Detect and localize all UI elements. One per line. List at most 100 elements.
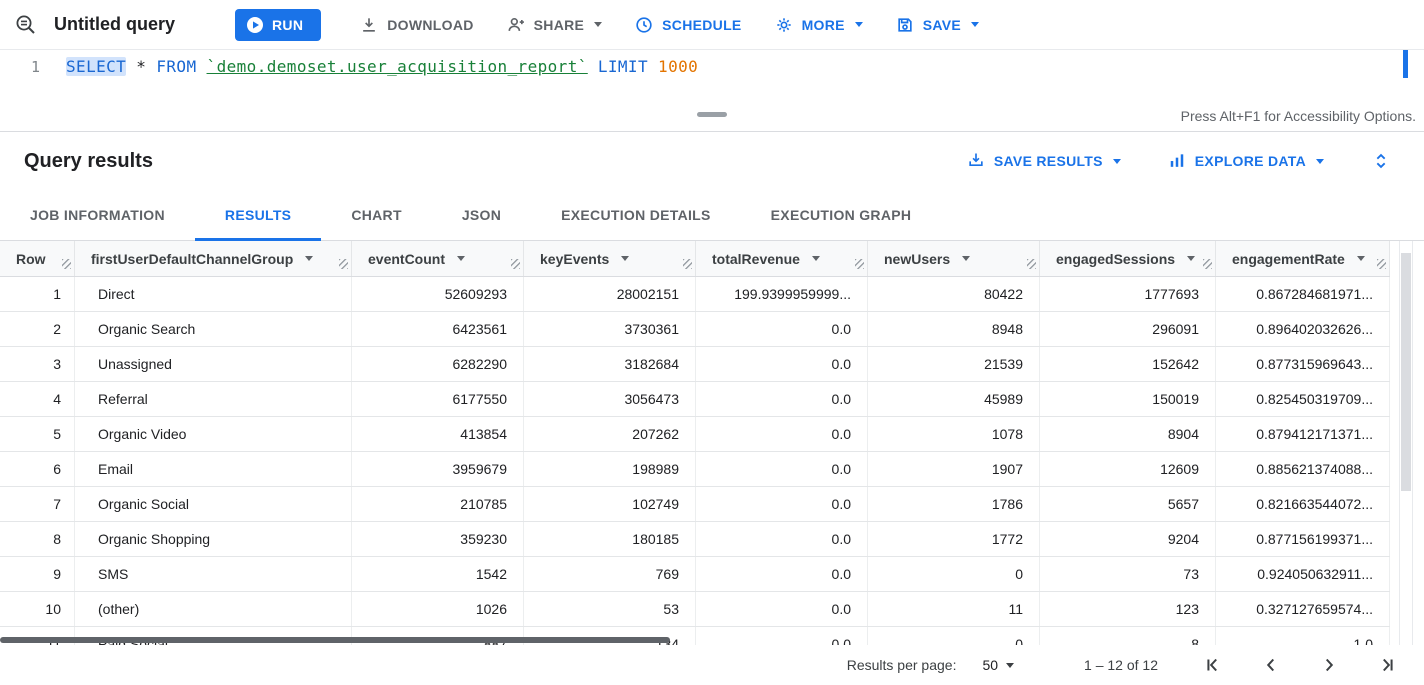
editor-scrollbar[interactable]: [1403, 50, 1408, 78]
save-alt-icon: [966, 151, 986, 171]
table-cell: 413854: [352, 417, 524, 451]
save-results-label: SAVE RESULTS: [993, 153, 1103, 169]
run-button[interactable]: RUN: [235, 8, 322, 41]
save-button[interactable]: SAVE: [887, 9, 987, 41]
sql-keyword-select: SELECT: [66, 57, 127, 76]
table-row: 9 SMS 1542 769 0.0 0 73 0.924050632911...: [0, 557, 1390, 592]
sql-code-line[interactable]: SELECT * FROM `demo.demoset.user_acquisi…: [52, 50, 698, 100]
table-cell: 1542: [352, 557, 524, 591]
table-row: 1 Direct 52609293 28002151 199.9399959999...…: [0, 277, 1390, 312]
chevron-down-icon: [1316, 158, 1324, 164]
vertical-scrollbar[interactable]: [1399, 241, 1413, 645]
share-button[interactable]: SHARE: [498, 9, 611, 41]
table-cell: 0.821663544072...: [1216, 487, 1390, 521]
tab-results[interactable]: RESULTS: [194, 190, 322, 241]
chevron-down-icon: [594, 22, 603, 27]
table-cell: 1907: [868, 452, 1040, 486]
table-cell: 8904: [1040, 417, 1216, 451]
run-label: RUN: [272, 16, 304, 33]
column-menu-icon[interactable]: [1356, 256, 1365, 261]
results-tabs: JOB INFORMATION RESULTS CHART JSON EXECU…: [0, 190, 1424, 241]
table-cell: 21539: [868, 347, 1040, 381]
table-cell: 11: [868, 592, 1040, 626]
table-cell: 28002151: [524, 277, 696, 311]
explore-data-button[interactable]: EXPLORE DATA: [1163, 145, 1328, 177]
panel-resize-handle[interactable]: [697, 112, 727, 117]
tab-job-information[interactable]: JOB INFORMATION: [30, 207, 165, 223]
download-icon: [359, 15, 379, 35]
save-results-button[interactable]: SAVE RESULTS: [962, 145, 1125, 177]
sql-table-reference[interactable]: `demo.demoset.user_acquisition_report`: [206, 57, 588, 76]
sql-star: *: [136, 57, 147, 76]
table-cell: 198989: [524, 452, 696, 486]
vertical-scrollbar-thumb[interactable]: [1401, 253, 1411, 491]
column-header-newUsers[interactable]: newUsers: [868, 241, 1040, 276]
table-cell: 9204: [1040, 522, 1216, 556]
column-header-engagementRate[interactable]: engagementRate: [1216, 241, 1390, 276]
table-cell: 0.877315969643...: [1216, 347, 1390, 381]
table-cell: Organic Social: [75, 487, 352, 521]
table-cell: 0.825450319709...: [1216, 382, 1390, 416]
column-header-row[interactable]: Row: [0, 241, 75, 276]
column-menu-icon[interactable]: [457, 256, 465, 261]
tab-execution-details[interactable]: EXECUTION DETAILS: [561, 207, 711, 223]
tab-execution-graph[interactable]: EXECUTION GRAPH: [770, 207, 912, 223]
table-row: 7 Organic Social 210785 102749 0.0 1786 5657 0.…: [0, 487, 1390, 522]
column-menu-icon[interactable]: [305, 256, 314, 261]
person-add-icon: [506, 15, 526, 35]
expand-results-button[interactable]: [1366, 146, 1396, 176]
sql-editor[interactable]: 1 SELECT * FROM `demo.demoset.user_acqui…: [0, 50, 1424, 100]
table-cell: (other): [75, 592, 352, 626]
page-size-select[interactable]: 50: [982, 657, 1015, 673]
last-page-button[interactable]: [1374, 652, 1400, 678]
table-cell: 0: [868, 627, 1040, 645]
next-page-button[interactable]: [1316, 652, 1342, 678]
table-cell: Organic Shopping: [75, 522, 352, 556]
table-row: 6 Email 3959679 198989 0.0 1907 12609 0.8856213…: [0, 452, 1390, 487]
more-button[interactable]: MORE: [766, 9, 871, 41]
column-header-eventCount[interactable]: eventCount: [352, 241, 524, 276]
table-cell: 210785: [352, 487, 524, 521]
tab-chart[interactable]: CHART: [351, 207, 402, 223]
column-menu-icon[interactable]: [811, 256, 820, 261]
download-label: DOWNLOAD: [387, 16, 474, 33]
gear-icon: [774, 15, 794, 35]
column-header-totalRevenue[interactable]: totalRevenue: [696, 241, 868, 276]
column-menu-icon[interactable]: [621, 256, 630, 261]
tab-json[interactable]: JSON: [461, 207, 502, 223]
column-menu-icon[interactable]: [1187, 256, 1196, 261]
table-cell: 0.0: [696, 522, 868, 556]
table-cell: 0.924050632911...: [1216, 557, 1390, 591]
column-header-label: totalRevenue: [712, 250, 800, 267]
table-row: 10 (other) 1026 53 0.0 11 123 0.327127659574...: [0, 592, 1390, 627]
horizontal-scrollbar-thumb[interactable]: [0, 637, 670, 643]
column-header-engagedSessions[interactable]: engagedSessions: [1040, 241, 1216, 276]
first-page-button[interactable]: [1200, 652, 1226, 678]
line-number: 1: [30, 58, 40, 76]
table-cell: 3959679: [352, 452, 524, 486]
clock-icon: [634, 15, 654, 35]
column-menu-icon[interactable]: [962, 256, 971, 261]
schedule-button[interactable]: SCHEDULE: [626, 9, 749, 41]
row-number-cell: 7: [0, 487, 75, 521]
table-cell: 0.867284681971...: [1216, 277, 1390, 311]
row-number-cell: 1: [0, 277, 75, 311]
chevron-down-icon: [854, 22, 863, 27]
table-body: 1 Direct 52609293 28002151 199.9399959999...…: [0, 277, 1390, 645]
query-editor-icon: [14, 13, 38, 37]
table-cell: 0.877156199371...: [1216, 522, 1390, 556]
table-cell: 359230: [352, 522, 524, 556]
table-cell: 769: [524, 557, 696, 591]
table-row: 3 Unassigned 6282290 3182684 0.0 21539 152642 0…: [0, 347, 1390, 382]
download-button[interactable]: DOWNLOAD: [351, 9, 481, 41]
table-cell: 6423561: [352, 312, 524, 346]
previous-page-button[interactable]: [1258, 652, 1284, 678]
column-header-keyEvents[interactable]: keyEvents: [524, 241, 696, 276]
column-header-label: keyEvents: [540, 250, 610, 267]
row-number-cell: 9: [0, 557, 75, 591]
table-cell: 0.0: [696, 347, 868, 381]
column-header-label: engagementRate: [1232, 250, 1345, 267]
row-number-cell: 5: [0, 417, 75, 451]
column-header-firstUserDefaultChannelGroup[interactable]: firstUserDefaultChannelGroup: [75, 241, 352, 276]
